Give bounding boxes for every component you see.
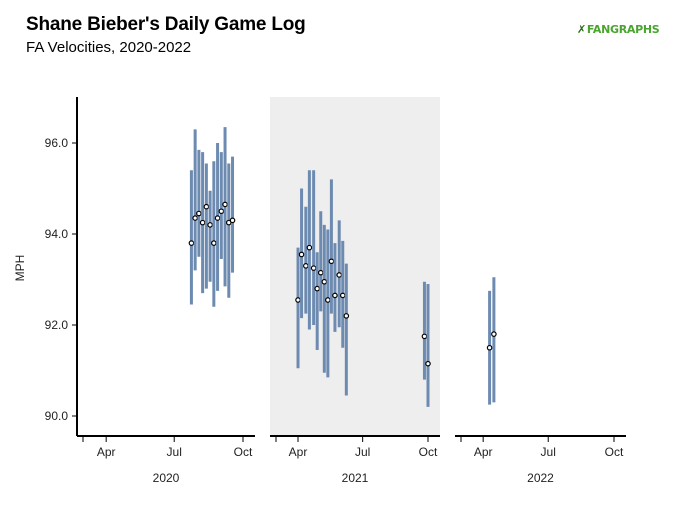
chart-title: Shane Bieber's Daily Game Log	[26, 14, 306, 35]
x-tick-label: Jul	[355, 445, 370, 459]
x-tick-label: Oct	[605, 445, 624, 459]
velocity-point	[306, 244, 313, 251]
velocity-point	[491, 331, 497, 337]
fangraphs-logo: ✗FANGRAPHS	[577, 23, 660, 36]
velocity-point	[192, 215, 198, 221]
velocity-point	[332, 292, 338, 299]
x-axes: Apr Jul Oct 2020 Apr Jul Oct 2021 Apr Jul Oct 2022	[77, 435, 626, 485]
panel-highlight-2021	[270, 97, 440, 436]
y-axis: 90.0 92.0 94.0 96.0	[45, 97, 78, 436]
velocity-point	[336, 272, 343, 278]
x-tick-label: Apr	[289, 445, 308, 459]
y-axis-label: MPH	[13, 255, 27, 282]
y-tick-label: 90.0	[45, 409, 69, 423]
x-tick-label: Apr	[474, 445, 493, 459]
panel-backgrounds	[270, 97, 440, 436]
velocity-point	[295, 297, 301, 303]
velocity-point	[303, 263, 309, 269]
x-tick-label: Jul	[167, 445, 182, 459]
velocity-point	[211, 240, 217, 246]
year-label-2022: 2022	[527, 471, 554, 485]
velocity-point	[229, 217, 236, 224]
year-label-2021: 2021	[342, 471, 369, 485]
velocity-point	[314, 285, 320, 292]
y-tick-label: 94.0	[45, 227, 69, 241]
fangraphs-mark-icon: ✗	[577, 23, 586, 36]
velocity-point	[343, 313, 350, 319]
velocity-point	[298, 251, 305, 258]
year-label-2020: 2020	[153, 471, 180, 485]
x-tick-label: Jul	[541, 445, 556, 459]
velocity-point	[218, 208, 225, 215]
velocity-point	[328, 258, 335, 265]
x-tick-label: Oct	[419, 445, 438, 459]
x-tick-label: Apr	[97, 445, 116, 459]
velocity-point	[310, 265, 317, 271]
velocity-point	[486, 344, 493, 351]
velocity-point	[325, 297, 331, 303]
velocity-point	[199, 219, 206, 226]
data-marks	[188, 127, 497, 407]
velocity-point	[421, 333, 428, 340]
velocity-point	[214, 215, 221, 221]
velocity-point	[317, 269, 324, 276]
velocity-point	[207, 222, 213, 228]
velocity-point	[425, 360, 431, 367]
chart-subtitle: FA Velocities, 2020-2022	[26, 39, 192, 56]
velocity-point	[188, 240, 195, 246]
fangraphs-logo-text: FANGRAPHS	[586, 23, 660, 36]
velocity-point	[222, 201, 228, 208]
y-tick-label: 92.0	[45, 318, 69, 332]
velocity-point	[203, 203, 210, 210]
x-tick-label: Oct	[234, 445, 253, 459]
velocity-point	[321, 278, 328, 285]
velocity-point	[196, 210, 202, 217]
velocity-point	[339, 292, 346, 299]
y-tick-label: 96.0	[45, 136, 69, 150]
